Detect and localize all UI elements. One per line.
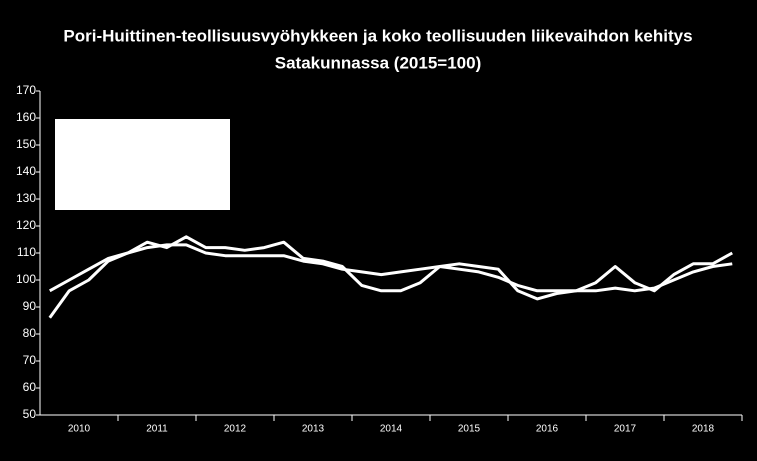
- y-tick-label: 170: [16, 83, 36, 97]
- y-tick-label: 90: [23, 299, 37, 313]
- x-tick-label: 2015: [458, 424, 481, 435]
- x-tick-label: 2013: [302, 424, 325, 435]
- y-tick-label: 140: [16, 164, 36, 178]
- y-tick-label: 150: [16, 137, 36, 151]
- y-tick-label: 160: [16, 110, 36, 124]
- y-tick-label: 120: [16, 218, 36, 232]
- y-tick-label: 110: [17, 245, 36, 259]
- x-tick-label: 2014: [380, 424, 403, 435]
- legend-box: [55, 119, 230, 210]
- chart-title: Satakunnassa (2015=100): [275, 53, 482, 72]
- y-tick-label: 130: [16, 191, 36, 205]
- x-tick-label: 2018: [692, 424, 715, 435]
- x-tick-label: 2011: [146, 424, 168, 435]
- x-tick-label: 2016: [536, 424, 559, 435]
- y-tick-label: 50: [23, 407, 37, 421]
- x-tick-label: 2017: [614, 424, 637, 435]
- y-tick-label: 70: [23, 353, 37, 367]
- y-tick-label: 100: [16, 272, 36, 286]
- y-tick-label: 60: [23, 380, 37, 394]
- y-tick-label: 80: [23, 326, 37, 340]
- x-tick-label: 2010: [68, 424, 91, 435]
- chart-title: Pori-Huittinen-teollisuusvyöhykkeen ja k…: [63, 26, 692, 45]
- line-series: [49, 243, 733, 293]
- x-tick-label: 2012: [224, 424, 247, 435]
